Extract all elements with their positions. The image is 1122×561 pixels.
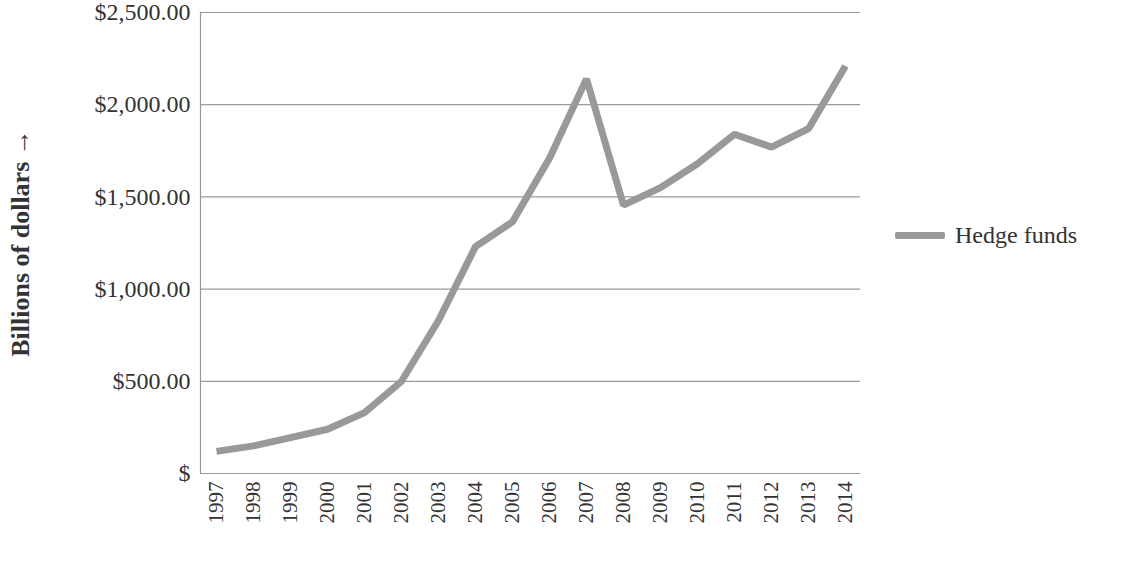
svg-text:2007: 2007 [574,482,598,524]
svg-text:$: $ [179,460,191,486]
svg-text:1997: 1997 [204,482,228,524]
svg-text:Billions of dollars →: Billions of dollars → [6,129,35,357]
svg-text:$2,500.00: $2,500.00 [95,0,191,25]
svg-text:2001: 2001 [352,482,376,524]
svg-text:$2,000.00: $2,000.00 [95,91,191,117]
svg-text:$1,000.00: $1,000.00 [95,276,191,302]
svg-text:2002: 2002 [389,482,413,524]
svg-text:$1,500.00: $1,500.00 [95,184,191,210]
svg-text:2000: 2000 [315,482,339,524]
svg-text:2010: 2010 [685,482,709,524]
svg-text:2006: 2006 [537,482,561,524]
svg-text:2005: 2005 [500,482,524,524]
html-text:Hedge funds: Hedge funds [955,222,1077,248]
svg-text:2013: 2013 [796,482,820,524]
svg-text:1999: 1999 [278,482,302,524]
svg-text:1998: 1998 [241,482,265,524]
svg-text:2012: 2012 [759,482,783,524]
svg-text:2003: 2003 [426,482,450,524]
svg-text:$500.00: $500.00 [113,368,191,394]
svg-text:2011: 2011 [722,482,746,523]
svg-text:2014: 2014 [833,481,857,524]
svg-text:2009: 2009 [648,482,672,524]
svg-text:2004: 2004 [463,481,487,524]
svg-text:2008: 2008 [611,482,635,524]
